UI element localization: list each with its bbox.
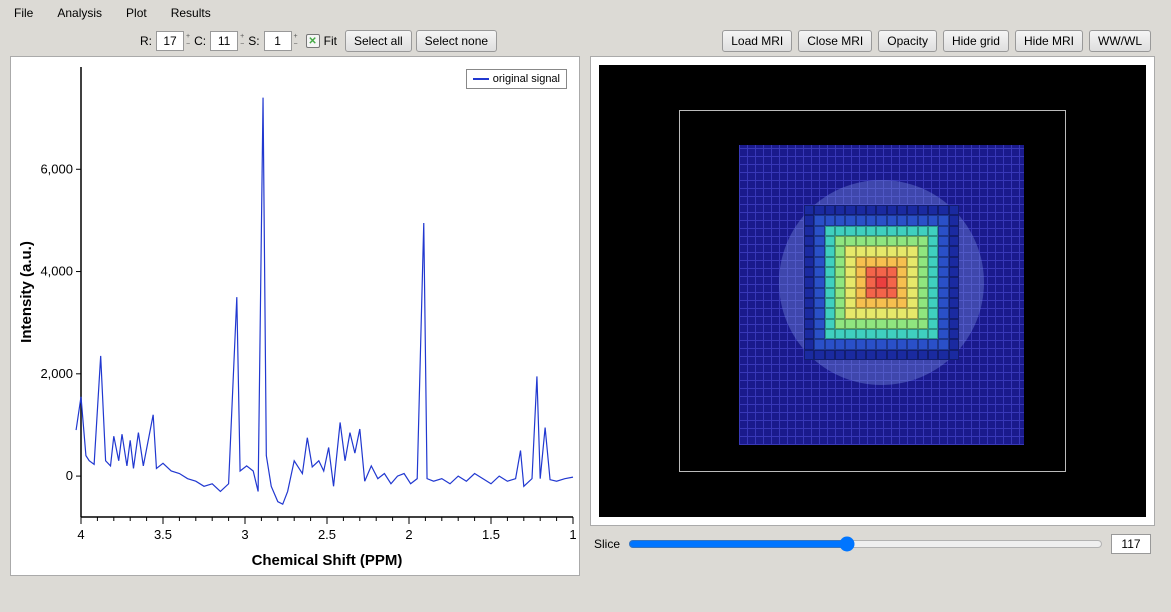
- svg-text:4: 4: [77, 527, 84, 542]
- svg-text:4,000: 4,000: [40, 264, 73, 279]
- svg-text:Chemical Shift (PPM): Chemical Shift (PPM): [252, 552, 403, 569]
- slice-label: Slice: [594, 537, 620, 551]
- r-spinner[interactable]: +−: [156, 31, 190, 51]
- hide-mri-button[interactable]: Hide MRI: [1015, 30, 1083, 52]
- r-label: R:: [140, 34, 152, 48]
- r-input[interactable]: [156, 31, 184, 51]
- toolbar: R: +− C: +− S: +− ✕ Fit Select all Selec…: [0, 26, 1171, 56]
- c-input[interactable]: [210, 31, 238, 51]
- svg-text:Intensity (a.u.): Intensity (a.u.): [18, 241, 35, 343]
- slice-value-input[interactable]: [1111, 534, 1151, 554]
- svg-text:0: 0: [66, 468, 73, 483]
- svg-text:3: 3: [241, 527, 248, 542]
- select-all-button[interactable]: Select all: [345, 30, 412, 52]
- opacity-button[interactable]: Opacity: [878, 30, 937, 52]
- fit-label: Fit: [324, 34, 337, 48]
- svg-text:2.5: 2.5: [318, 527, 336, 542]
- svg-text:6,000: 6,000: [40, 161, 73, 176]
- slice-slider[interactable]: [628, 536, 1103, 552]
- load-mri-button[interactable]: Load MRI: [722, 30, 792, 52]
- svg-text:2,000: 2,000: [40, 366, 73, 381]
- svg-text:1.5: 1.5: [482, 527, 500, 542]
- legend-label: original signal: [493, 73, 560, 85]
- select-none-button[interactable]: Select none: [416, 30, 497, 52]
- svg-text:3.5: 3.5: [154, 527, 172, 542]
- svg-text:1: 1: [569, 527, 576, 542]
- menu-file[interactable]: File: [14, 6, 33, 20]
- s-label: S:: [248, 34, 259, 48]
- mri-panel: [590, 56, 1155, 526]
- spectrum-legend: original signal: [466, 69, 567, 89]
- s-input[interactable]: [264, 31, 292, 51]
- close-mri-button[interactable]: Close MRI: [798, 30, 872, 52]
- fit-checkbox[interactable]: ✕ Fit: [306, 34, 337, 48]
- spectrum-panel: 0 2,000 4,000 6,000 4 3.5 3 2.5 2 1.5 1 Chemical Sh…: [10, 56, 580, 576]
- fit-check-icon: ✕: [306, 34, 320, 48]
- mri-heatmap: [804, 205, 959, 360]
- menubar: File Analysis Plot Results: [0, 0, 1171, 26]
- legend-line-icon: [473, 78, 489, 80]
- svg-text:2: 2: [405, 527, 412, 542]
- c-label: C:: [194, 34, 206, 48]
- mri-viewport[interactable]: [599, 65, 1146, 517]
- hide-grid-button[interactable]: Hide grid: [943, 30, 1009, 52]
- c-spinner[interactable]: +−: [210, 31, 244, 51]
- spectrum-chart: 0 2,000 4,000 6,000 4 3.5 3 2.5 2 1.5 1 Chemical Sh…: [11, 57, 581, 577]
- s-spinner[interactable]: +−: [264, 31, 298, 51]
- menu-results[interactable]: Results: [171, 6, 211, 20]
- menu-plot[interactable]: Plot: [126, 6, 147, 20]
- menu-analysis[interactable]: Analysis: [57, 6, 102, 20]
- ww-wl-button[interactable]: WW/WL: [1089, 30, 1151, 52]
